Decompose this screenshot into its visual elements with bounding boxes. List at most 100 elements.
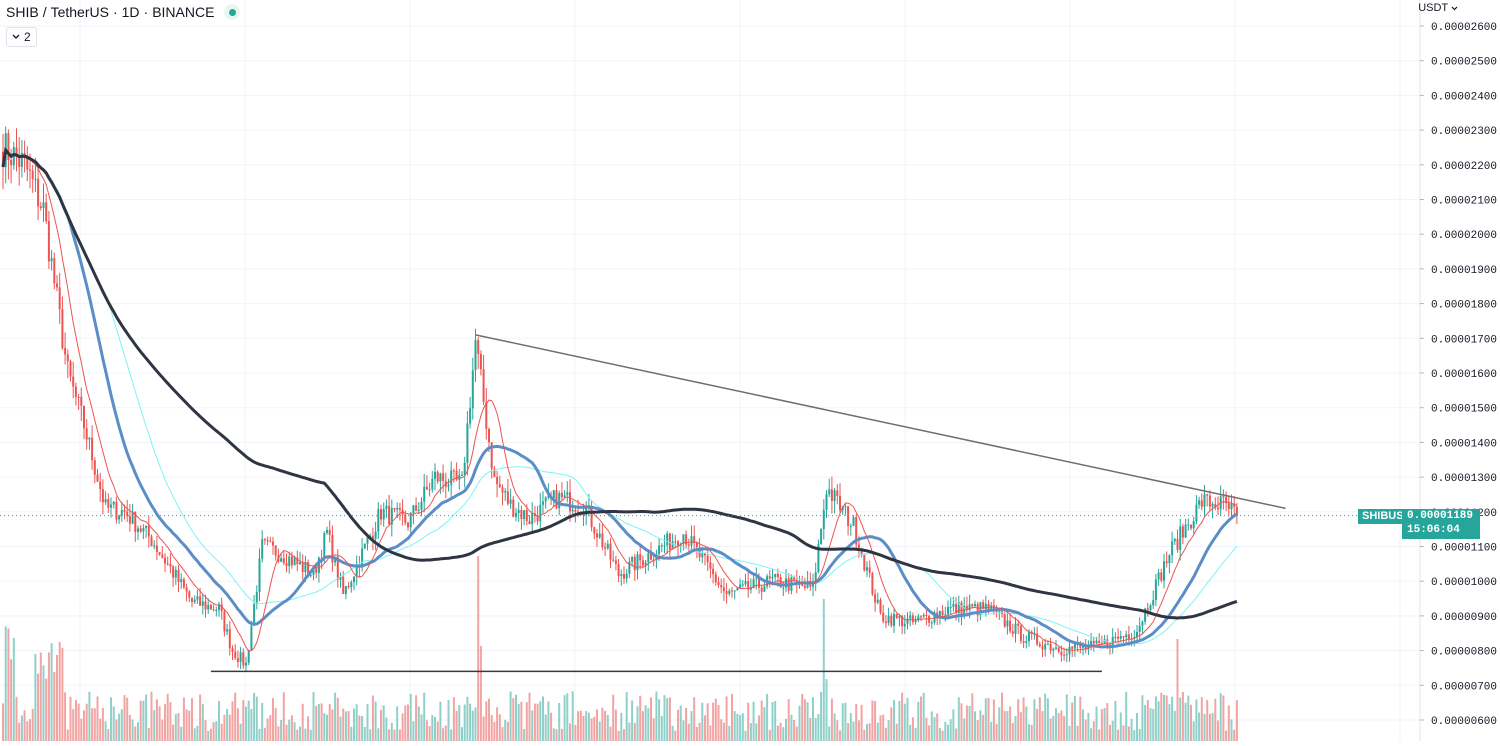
symbol-legend[interactable]: SHIB / TetherUS · 1D · BINANCE	[6, 4, 241, 20]
candle-body	[1163, 561, 1165, 581]
volume-bar	[895, 723, 898, 741]
candle-body	[1025, 641, 1028, 643]
volume-bar	[839, 730, 841, 741]
candle-body	[1063, 655, 1066, 657]
volume-bar	[596, 709, 598, 741]
indicators-toggle-button[interactable]: 2	[6, 27, 37, 47]
volume-bar	[1160, 692, 1163, 741]
volume-bar	[982, 714, 985, 741]
candle-body	[263, 539, 266, 541]
volume-bar	[1084, 719, 1087, 741]
candle-body	[747, 581, 750, 590]
candle-body	[968, 604, 971, 611]
candle-body	[409, 513, 412, 528]
candle-body	[1157, 572, 1160, 580]
volume-bar	[971, 693, 974, 741]
candle-body	[398, 507, 401, 510]
candle-body	[1119, 636, 1122, 639]
volume-bar	[37, 673, 40, 741]
market-status-icon[interactable]	[224, 4, 241, 20]
volume-bar	[644, 705, 647, 741]
volume-bar	[793, 719, 796, 741]
candle-body	[731, 590, 733, 592]
volume-bar	[884, 727, 887, 741]
volume-bar	[779, 722, 782, 741]
volume-bar	[987, 697, 990, 741]
volume-bar	[236, 708, 239, 741]
candle-body	[366, 537, 369, 544]
candle-body	[687, 544, 690, 546]
candle-body	[722, 587, 725, 592]
candle-body	[209, 604, 212, 610]
candle-body	[714, 574, 717, 583]
candle-body	[485, 401, 488, 430]
candle-body	[139, 528, 142, 532]
candle-body	[501, 487, 504, 493]
volume-bar	[336, 697, 339, 741]
candle-body	[463, 462, 466, 475]
candle-body	[571, 509, 574, 512]
candle-body	[455, 470, 458, 480]
candle-body	[1203, 494, 1206, 507]
candle-body	[380, 509, 382, 520]
candle-body	[442, 473, 445, 481]
candle-body	[903, 623, 906, 627]
volume-bar	[774, 700, 777, 741]
volume-bar	[1117, 729, 1120, 741]
volume-bar	[155, 699, 158, 741]
candle-body	[1225, 497, 1228, 504]
candle-body	[461, 474, 463, 476]
candle-body	[1068, 646, 1071, 655]
candle-body	[590, 506, 593, 528]
candle-body	[185, 587, 188, 592]
volume-bar	[1217, 720, 1219, 741]
volume-bar	[1125, 691, 1128, 741]
volume-bar	[671, 725, 674, 741]
candle-body	[69, 361, 72, 377]
candle-body	[50, 258, 53, 262]
volume-bar	[712, 702, 715, 741]
candle-body	[228, 629, 231, 649]
volume-bar	[701, 702, 704, 741]
candle-body	[552, 490, 555, 499]
candle-body	[236, 658, 239, 662]
volume-bar	[660, 715, 663, 741]
volume-bar	[768, 729, 771, 741]
legend-dot-2: ·	[143, 4, 149, 20]
volume-bar	[544, 714, 547, 741]
volume-bar	[887, 720, 890, 741]
volume-bar	[677, 709, 679, 741]
volume-bar	[428, 725, 431, 741]
currency-label: USDT	[1418, 2, 1448, 14]
volume-bar	[782, 727, 785, 741]
candle-body	[566, 492, 569, 496]
volume-bar	[809, 717, 812, 741]
volume-bar	[4, 626, 7, 741]
volume-bar	[110, 697, 112, 741]
candle-body	[606, 543, 609, 549]
candle-body	[128, 516, 131, 524]
candle-body	[120, 510, 123, 516]
candle-body	[963, 605, 966, 617]
volume-bar	[496, 707, 499, 741]
candle-body	[274, 545, 277, 556]
y-tick-label: 0.00000700	[1431, 681, 1497, 693]
candle-body	[547, 495, 550, 498]
volume-bar	[1214, 698, 1217, 741]
volume-bar	[147, 728, 150, 741]
volume-bar	[771, 702, 774, 741]
volume-bar	[1060, 710, 1063, 741]
candle-body	[895, 613, 898, 618]
currency-selector[interactable]: USDT	[1418, 2, 1458, 14]
volume-bar	[798, 705, 801, 741]
volume-bar	[304, 728, 307, 741]
candle-body	[563, 495, 566, 498]
volume-bar	[1127, 726, 1130, 741]
volume-bar	[161, 719, 164, 741]
candle-body	[66, 354, 69, 362]
candle-body	[930, 622, 933, 624]
candle-body	[1200, 500, 1203, 507]
candle-body	[479, 353, 482, 370]
